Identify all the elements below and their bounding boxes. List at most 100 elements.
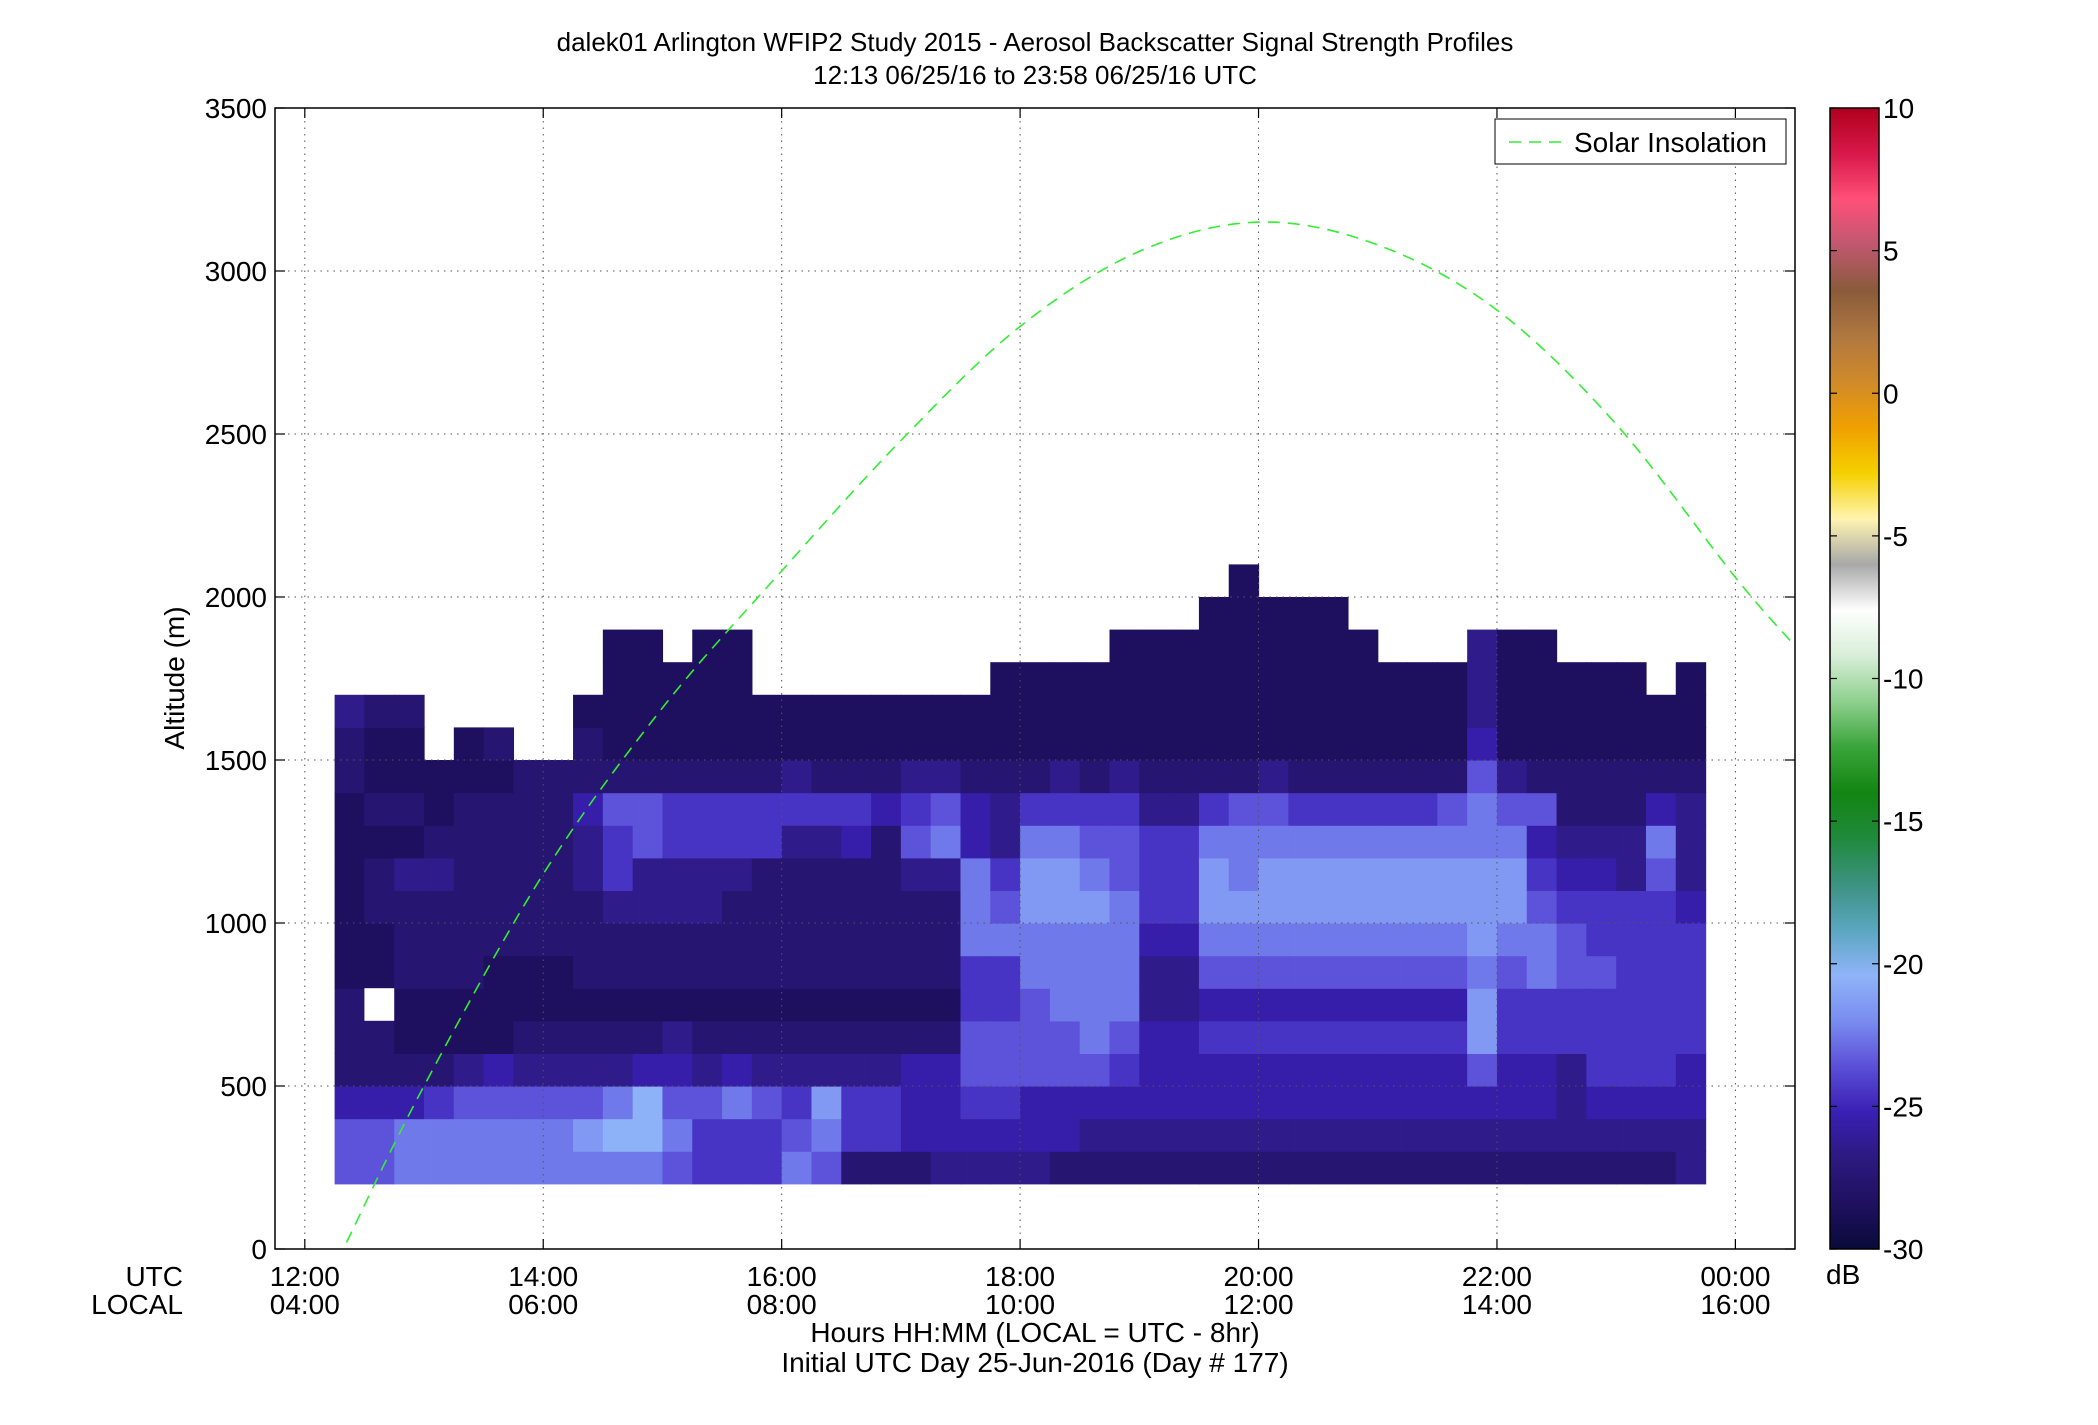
heatmap-cell	[871, 1020, 902, 1054]
heatmap-cell	[871, 694, 902, 728]
heatmap-cell	[1556, 955, 1587, 989]
heatmap-cell	[662, 694, 693, 728]
heatmap-cell	[334, 1086, 366, 1120]
heatmap-cell	[1139, 1020, 1170, 1054]
heatmap-cell	[1467, 1053, 1498, 1087]
heatmap-cell	[1198, 1086, 1230, 1120]
heatmap-cell	[781, 890, 813, 924]
heatmap-cell	[1586, 1118, 1617, 1152]
heatmap-cell	[871, 923, 902, 957]
heatmap-cell	[1407, 857, 1438, 891]
heatmap-cell	[543, 1151, 574, 1185]
heatmap-cell	[1437, 890, 1468, 924]
heatmap-cell	[632, 857, 664, 891]
heatmap-cell	[990, 825, 1021, 859]
heatmap-cell	[1079, 1151, 1111, 1185]
heatmap-cell	[573, 1151, 604, 1185]
heatmap-cell	[334, 857, 366, 891]
heatmap-cell	[364, 890, 395, 924]
heatmap-cell	[1139, 629, 1170, 663]
heatmap-cell	[751, 923, 783, 957]
y-tick-label: 1000	[205, 908, 267, 939]
heatmap-cell	[1228, 988, 1260, 1022]
heatmap-cell	[781, 1086, 813, 1120]
heatmap-cell	[1109, 1020, 1140, 1054]
heatmap-cell	[871, 825, 902, 859]
colorbar-tick-label: -30	[1883, 1234, 1923, 1265]
heatmap-cell	[1526, 923, 1558, 957]
heatmap-cell	[1169, 857, 1200, 891]
heatmap-cell	[1377, 760, 1409, 794]
heatmap-cell	[364, 1151, 395, 1185]
heatmap-cell	[1377, 1020, 1409, 1054]
heatmap-cell	[1556, 792, 1587, 826]
heatmap-cell	[632, 694, 664, 728]
heatmap-cell	[662, 792, 693, 826]
heatmap-cell	[841, 988, 872, 1022]
heatmap-cell	[692, 1053, 723, 1087]
heatmap-cell	[930, 1118, 962, 1152]
heatmap-cell	[692, 988, 723, 1022]
heatmap-cell	[811, 1020, 842, 1054]
heatmap-cell	[1496, 1086, 1528, 1120]
heatmap-cell	[871, 1053, 902, 1087]
heatmap-cell	[1526, 1118, 1558, 1152]
chart-title: dalek01 Arlington WFIP2 Study 2015 - Aer…	[557, 27, 1514, 57]
heatmap-cell	[602, 629, 634, 663]
heatmap-cell	[1526, 629, 1558, 663]
heatmap-cell	[1347, 890, 1379, 924]
heatmap-cell	[662, 857, 693, 891]
heatmap-cell	[1586, 1053, 1617, 1087]
heatmap-cell	[632, 1020, 664, 1054]
heatmap-cell	[1526, 1053, 1558, 1087]
heatmap-cell	[1228, 564, 1260, 598]
heatmap-cell	[1586, 727, 1617, 761]
heatmap-cell	[930, 857, 962, 891]
heatmap-cell	[513, 1151, 544, 1185]
heatmap-cell	[960, 825, 991, 859]
heatmap-cell	[1258, 760, 1289, 794]
heatmap-cell	[692, 857, 723, 891]
heatmap-cell	[1437, 792, 1468, 826]
heatmap-cell	[1467, 923, 1498, 957]
heatmap-cell	[1586, 662, 1617, 696]
heatmap-cell	[602, 1151, 634, 1185]
heatmap-cell	[513, 1086, 544, 1120]
heatmap-cell	[1437, 1020, 1468, 1054]
heatmap-cell	[424, 955, 455, 989]
colorbar-tick-label: 10	[1883, 93, 1914, 124]
heatmap-cell	[1228, 727, 1260, 761]
heatmap-cell	[632, 727, 664, 761]
heatmap-cell	[1169, 955, 1200, 989]
heatmap-cell	[1318, 1151, 1349, 1185]
heatmap-cell	[930, 1151, 962, 1185]
x-tick-label-local: 12:00	[1223, 1289, 1293, 1320]
heatmap-cell	[513, 792, 544, 826]
heatmap-cell	[602, 792, 634, 826]
heatmap-cell	[1586, 955, 1617, 989]
heatmap-cell	[1020, 792, 1051, 826]
heatmap-cell	[960, 923, 991, 957]
heatmap-cell	[1347, 923, 1379, 957]
heatmap-cell	[1109, 923, 1140, 957]
heatmap-cell	[602, 955, 634, 989]
missing-cell	[364, 988, 395, 1021]
heatmap-cell	[1258, 890, 1289, 924]
heatmap-cell	[960, 955, 991, 989]
heatmap-cell	[1437, 694, 1468, 728]
colorbar-ticks: 10 5 0 -5 -10 -15 -20 -25 -30	[1830, 93, 1923, 1265]
heatmap-cell	[1049, 890, 1081, 924]
heatmap-cell	[334, 923, 366, 957]
heatmap-cell	[364, 792, 395, 826]
heatmap-cell	[692, 825, 723, 859]
heatmap-cell	[1079, 955, 1111, 989]
heatmap-cell	[1198, 792, 1230, 826]
heatmap-cell	[1347, 1020, 1379, 1054]
heatmap-cell	[1347, 792, 1379, 826]
heatmap-cell	[692, 955, 723, 989]
heatmap-cell	[930, 1053, 962, 1087]
heatmap-cell	[1318, 857, 1349, 891]
x-tick-label-local: 10:00	[985, 1289, 1055, 1320]
heatmap-cell	[1109, 792, 1140, 826]
heatmap-cell	[722, 923, 753, 957]
